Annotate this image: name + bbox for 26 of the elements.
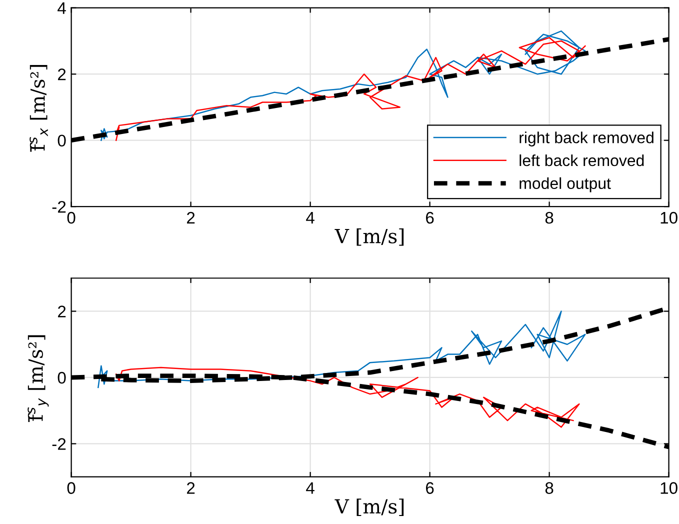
legend-label: right back removed [520,132,654,146]
y-tick-label: 4 [58,2,66,14]
x-tick-label: 10 [660,482,678,494]
legend-label: model output [520,177,611,192]
y-tick-label: 2 [58,68,66,80]
x-tick-label: 2 [187,212,195,224]
x-tick-label: 8 [545,212,554,224]
y-tick-label: 2 [58,306,66,318]
y-axis-title: f̄$^{s}$$_{y}$ [m/s²] [28,335,49,422]
x-axis-title: V [m/s] [334,228,404,246]
x-tick-label: 6 [426,212,434,224]
y-tick-label: -2 [52,438,66,450]
x-tick-label: 4 [306,482,314,494]
y-tick-label: -2 [52,200,66,213]
x-tick-label: 10 [660,212,678,224]
x-tick-label: 0 [67,212,76,224]
x-tick-label: 6 [426,482,434,494]
x-tick-label: 4 [306,212,314,224]
y-tick-label: 0 [58,134,66,147]
y-tick-label: 0 [58,372,66,384]
legend-label: left back removed [520,154,644,166]
y-axis-title: f̄$^{s}$$_{x}$ [m/s²] [30,65,48,152]
x-tick-label: 8 [545,482,554,494]
x-tick-label: 0 [67,482,76,494]
x-tick-label: 2 [187,482,195,494]
x-axis-title: V [m/s] [334,498,404,516]
